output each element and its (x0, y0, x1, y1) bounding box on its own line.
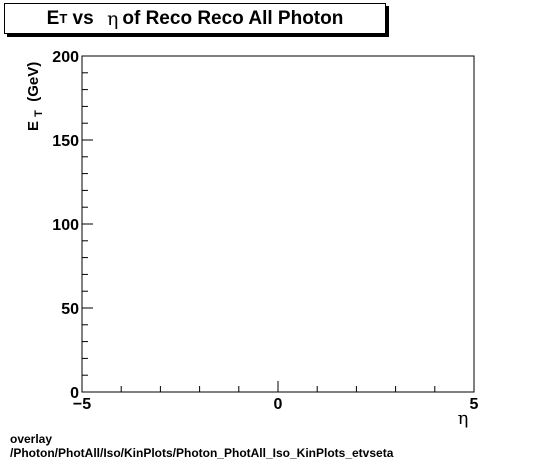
footer-path: overlay /Photon/PhotAll/Iso/KinPlots/Pho… (10, 432, 393, 460)
x-tick-label: 0 (274, 396, 283, 413)
y-tick-label: 50 (61, 301, 79, 318)
plot-frame (81, 55, 475, 393)
y-label-unit: (GeV) (25, 62, 42, 106)
y-label-subscript: T (33, 110, 45, 117)
footer-line-1: overlay (10, 432, 53, 446)
y-axis-label: E T (GeV) (25, 62, 46, 131)
footer-line-2: /Photon/PhotAll/Iso/KinPlots/Photon_Phot… (10, 446, 394, 460)
x-tick-label: −5 (73, 396, 91, 413)
title-subscript: T (59, 11, 68, 26)
title-rest: of Reco Reco All Photon (122, 7, 344, 29)
y-tick-label: 0 (70, 385, 79, 402)
x-tick-label: 5 (470, 396, 479, 413)
title-vs: vs (67, 7, 99, 29)
y-tick-label: 200 (52, 49, 79, 66)
x-axis-label: η (458, 408, 469, 429)
axis-ticks (81, 55, 475, 393)
y-tick-label: 150 (52, 133, 79, 150)
title-e: E (46, 7, 60, 29)
y-tick-label: 100 (52, 217, 79, 234)
title-eta: η (106, 7, 119, 30)
y-label-e: E (25, 121, 42, 131)
